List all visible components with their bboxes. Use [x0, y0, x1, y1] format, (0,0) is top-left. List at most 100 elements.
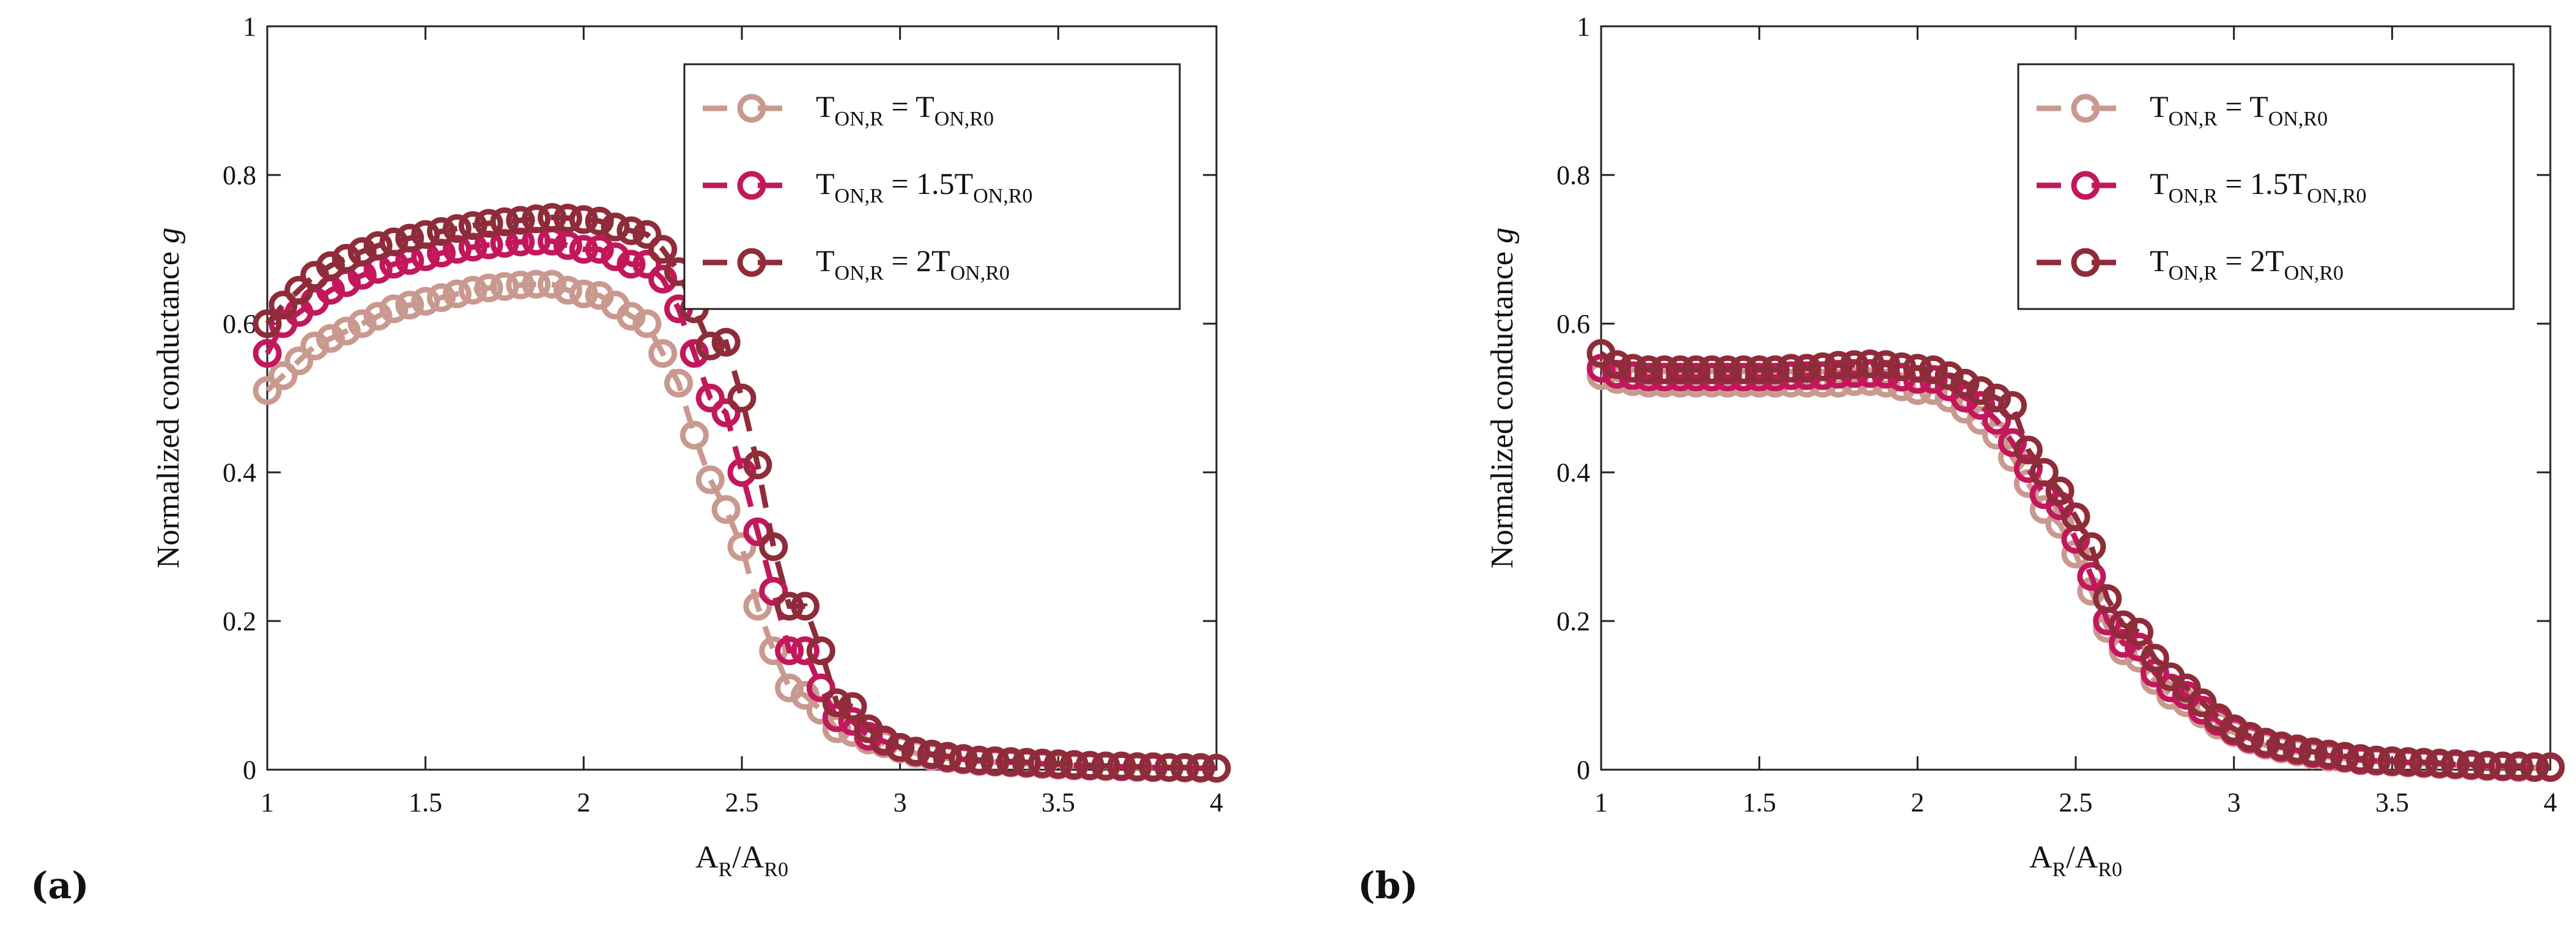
data-point	[711, 398, 741, 428]
data-point	[395, 291, 424, 320]
data-point	[585, 235, 614, 264]
data-point	[379, 294, 409, 324]
data-point	[1027, 748, 1057, 778]
data-point	[790, 681, 820, 710]
legend-label: TON,R = 1.5TON,R0	[816, 166, 1032, 207]
data-point	[1091, 751, 1120, 781]
data-point	[1856, 349, 1885, 379]
data-point	[522, 270, 551, 299]
data-point	[506, 270, 535, 300]
data-point	[1059, 750, 1089, 779]
series-line-1	[265, 238, 1216, 772]
data-point	[363, 231, 393, 260]
series-line-1	[1600, 365, 2550, 770]
data-point	[806, 673, 835, 702]
data-point	[411, 220, 440, 249]
legend-label: TON,R = 2TON,R0	[816, 244, 1010, 285]
data-point	[727, 458, 757, 487]
data-point	[2029, 495, 2059, 524]
data-point	[2282, 734, 2312, 764]
data-point	[1618, 354, 1648, 383]
data-point	[790, 592, 820, 621]
legend-swatch-marker	[2071, 94, 2100, 123]
y-tick-label: 0.4	[223, 458, 256, 488]
data-point	[838, 692, 867, 721]
data-point	[253, 309, 282, 338]
y-axis-label: Normalized conductance g	[151, 228, 186, 568]
data-point	[253, 339, 282, 368]
data-point	[1681, 355, 1711, 384]
data-point	[442, 279, 472, 308]
data-point	[347, 309, 377, 338]
y-tick-label: 1	[243, 12, 256, 42]
data-point	[1950, 368, 1980, 398]
data-point	[2188, 688, 2217, 718]
data-point	[2346, 744, 2375, 773]
data-point	[759, 636, 788, 666]
data-point	[474, 273, 503, 303]
y-tick-label: 0.2	[223, 606, 256, 636]
data-point	[2140, 644, 2169, 673]
data-point	[695, 465, 725, 494]
legend-swatch-marker	[737, 94, 766, 123]
data-point	[964, 745, 994, 775]
data-point	[553, 231, 582, 260]
data-point	[1745, 355, 1774, 384]
data-point	[743, 592, 772, 621]
data-point	[743, 450, 772, 480]
x-tick-label: 2.5	[2059, 787, 2093, 817]
data-point	[790, 636, 820, 666]
data-point	[2377, 746, 2407, 775]
data-point	[2061, 502, 2090, 532]
data-point	[284, 275, 314, 305]
data-point	[284, 346, 314, 376]
series-line-2	[265, 214, 1217, 772]
data-point	[616, 250, 646, 279]
series-line-2	[1599, 351, 2550, 770]
data-point	[2045, 476, 2074, 505]
data-point	[601, 212, 630, 242]
data-point	[2029, 458, 2059, 487]
data-point	[1154, 753, 1183, 782]
data-point	[2314, 739, 2344, 768]
data-point	[253, 376, 282, 405]
data-point	[2504, 751, 2533, 781]
data-point	[363, 302, 393, 331]
data-point	[522, 204, 551, 234]
data-point	[711, 327, 741, 357]
y-tick-label: 0	[243, 755, 256, 785]
data-point	[2488, 751, 2517, 781]
data-point	[316, 324, 345, 353]
data-point	[917, 739, 946, 768]
data-point	[585, 206, 614, 236]
data-point	[616, 216, 646, 245]
data-point	[695, 331, 725, 360]
data-point	[901, 737, 931, 766]
legend-label: TON,R = TON,R0	[816, 89, 994, 130]
data-point	[316, 251, 345, 280]
data-point	[1966, 406, 1996, 435]
data-point	[458, 211, 487, 240]
x-tick-label: 1	[261, 787, 274, 817]
data-point	[1043, 749, 1073, 778]
data-point	[679, 420, 709, 450]
data-point	[775, 592, 804, 621]
data-point	[886, 733, 915, 762]
series-line-0	[1600, 373, 2550, 770]
data-point	[458, 275, 487, 305]
data-point	[2536, 752, 2565, 781]
x-tick-label: 2	[1911, 787, 1924, 817]
data-point	[759, 532, 788, 561]
data-point	[632, 250, 662, 279]
data-point	[2219, 714, 2249, 743]
x-tick-label: 4	[1210, 787, 1223, 817]
data-point	[1998, 428, 2027, 457]
data-point	[870, 725, 899, 754]
data-point	[632, 220, 662, 249]
data-point	[2520, 752, 2549, 781]
data-point	[1012, 748, 1042, 777]
data-point	[2124, 617, 2153, 647]
y-tick-label: 0.6	[1556, 309, 1590, 339]
y-tick-label: 0.8	[223, 160, 256, 190]
data-point	[1186, 753, 1215, 782]
